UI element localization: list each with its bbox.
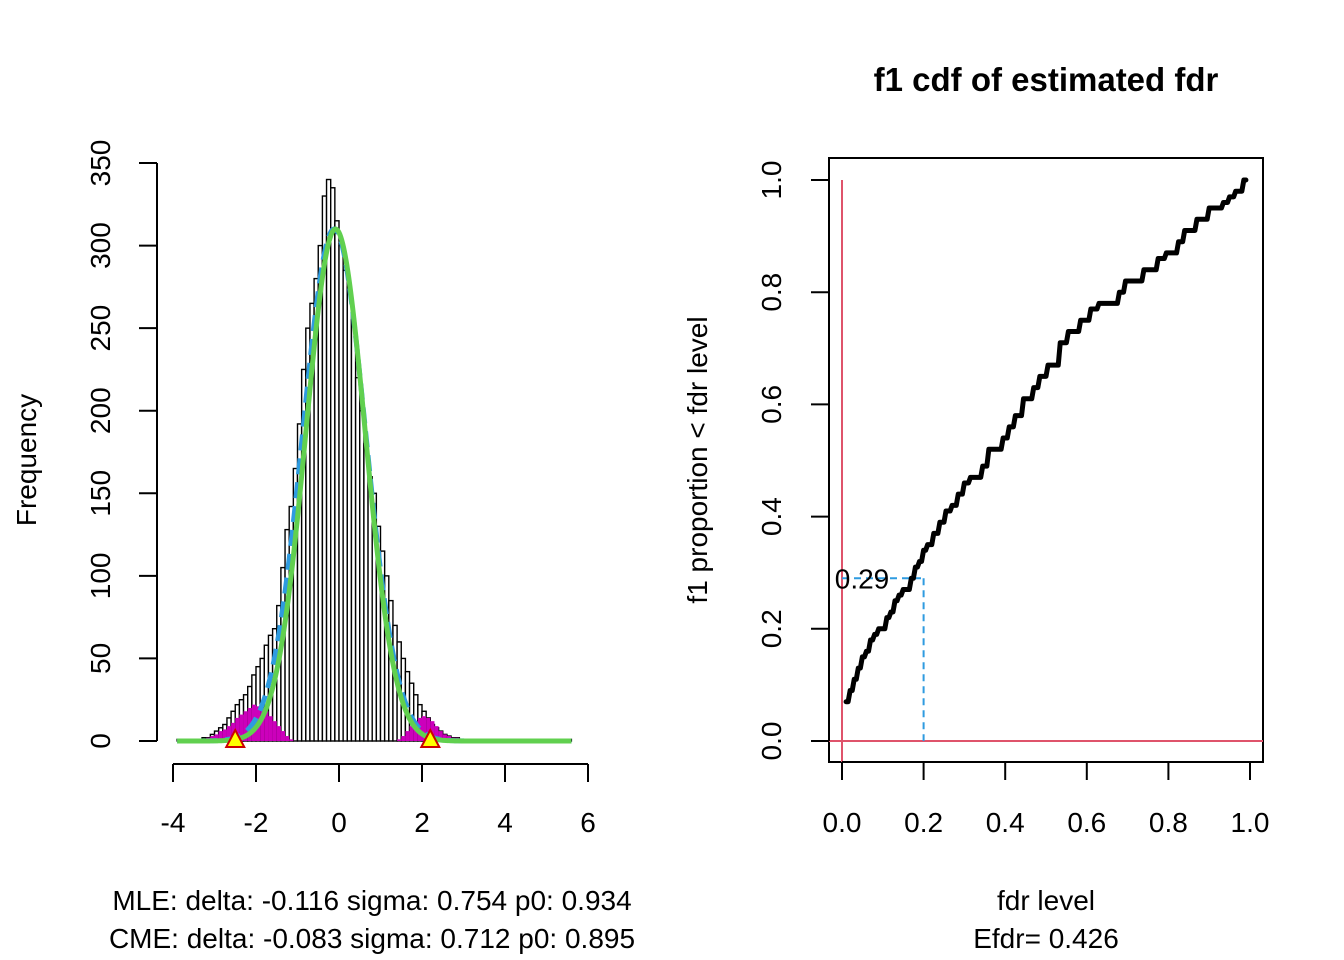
x-axis-label: fdr level xyxy=(997,885,1095,916)
x-tick-label: 0.2 xyxy=(904,807,943,838)
f1-bar xyxy=(397,739,402,741)
f1-bar xyxy=(239,714,244,741)
y-tick-label: 1.0 xyxy=(756,161,787,200)
f1-bar xyxy=(285,736,290,741)
x-axis: 0.0 0.2 0.4 0.6 0.8 1.0 xyxy=(823,761,1270,838)
cdf-panel: f1 cdf of estimated fdr 0.0 0.2 0.4 0.6 0.8 1… xyxy=(682,61,1269,954)
f1-bar xyxy=(430,721,435,741)
y-tick-label: 0.2 xyxy=(756,609,787,648)
y-tick-label: 50 xyxy=(85,643,116,674)
x-tick-label: 2 xyxy=(414,807,430,838)
x-tick-label: 0.4 xyxy=(986,807,1025,838)
y-tick-label: 100 xyxy=(85,552,116,599)
threshold-marker xyxy=(419,727,441,748)
x-tick-label: 6 xyxy=(580,807,596,838)
y-axis: 0 50 100 150 200 250 300 350 xyxy=(85,140,158,749)
y-axis-label: Frequency xyxy=(11,394,42,526)
histogram-bars xyxy=(176,178,573,742)
f1-bar xyxy=(264,711,269,741)
x-tick-label: 1.0 xyxy=(1231,807,1270,838)
x-tick-label: 0.8 xyxy=(1149,807,1188,838)
cdf-title: f1 cdf of estimated fdr xyxy=(874,61,1219,98)
f1-bar xyxy=(272,721,277,741)
f1-bar xyxy=(434,726,439,741)
y-axis: 0.0 0.2 0.4 0.6 0.8 1.0 xyxy=(756,161,830,761)
f1-bar xyxy=(260,707,265,741)
x-tick-label: -4 xyxy=(161,807,186,838)
x-tick-label: 0.6 xyxy=(1067,807,1106,838)
f1-bar xyxy=(235,717,240,741)
cme-caption: CME: delta: -0.083 sigma: 0.712 p0: 0.89… xyxy=(109,923,635,954)
f1-bar xyxy=(409,726,414,741)
y-tick-label: 150 xyxy=(85,470,116,517)
y-tick-label: 200 xyxy=(85,387,116,434)
f1-bar xyxy=(422,716,427,741)
y-tick-label: 0.6 xyxy=(756,385,787,424)
x-tick-label: -2 xyxy=(244,807,269,838)
f1-bar xyxy=(218,731,223,741)
y-tick-label: 0.8 xyxy=(756,273,787,312)
fitted-curves xyxy=(177,226,572,744)
y-tick-label: 0.4 xyxy=(756,497,787,536)
f1-bar xyxy=(280,731,286,741)
reference-lines xyxy=(829,180,1263,762)
threshold-markers xyxy=(224,727,441,748)
f1-bar xyxy=(243,711,248,741)
histogram-panel: -4 -2 0 2 4 6 0 50 100 150 200 250 300 350 Frequency… xyxy=(11,140,635,954)
cdf-curve xyxy=(843,177,1249,705)
f1-bar xyxy=(401,736,406,741)
f1-bar xyxy=(426,717,431,741)
x-axis: -4 -2 0 2 4 6 xyxy=(161,763,596,838)
plot-frame xyxy=(828,157,1264,763)
x-tick-label: 4 xyxy=(497,807,513,838)
y-tick-label: 0 xyxy=(85,733,116,749)
x-tick-label: 0 xyxy=(331,807,347,838)
f1-bar xyxy=(226,726,232,741)
y-tick-label: 250 xyxy=(85,305,116,352)
cme-curve xyxy=(177,226,572,744)
f1-bar xyxy=(289,739,294,741)
y-tick-label: 0.0 xyxy=(756,722,787,761)
x-tick-label: 0.0 xyxy=(823,807,862,838)
f1-bar xyxy=(438,731,443,741)
y-tick-label: 300 xyxy=(85,222,116,269)
y-axis-label: f1 proportion < fdr level xyxy=(682,316,713,603)
f1-bar xyxy=(214,734,219,741)
efdr-subtitle: Efdr= 0.426 xyxy=(973,923,1119,954)
threshold-marker xyxy=(224,727,246,748)
guide-label: 0.29 xyxy=(835,563,890,594)
f1-bar xyxy=(276,726,281,741)
cdf-line xyxy=(843,177,1249,705)
f1-bar xyxy=(442,734,447,741)
y-tick-label: 350 xyxy=(85,140,116,187)
mle-caption: MLE: delta: -0.116 sigma: 0.754 p0: 0.93… xyxy=(112,885,631,916)
f1-bar xyxy=(405,731,410,741)
f1-bar xyxy=(268,716,273,741)
f1-bar xyxy=(222,729,227,741)
